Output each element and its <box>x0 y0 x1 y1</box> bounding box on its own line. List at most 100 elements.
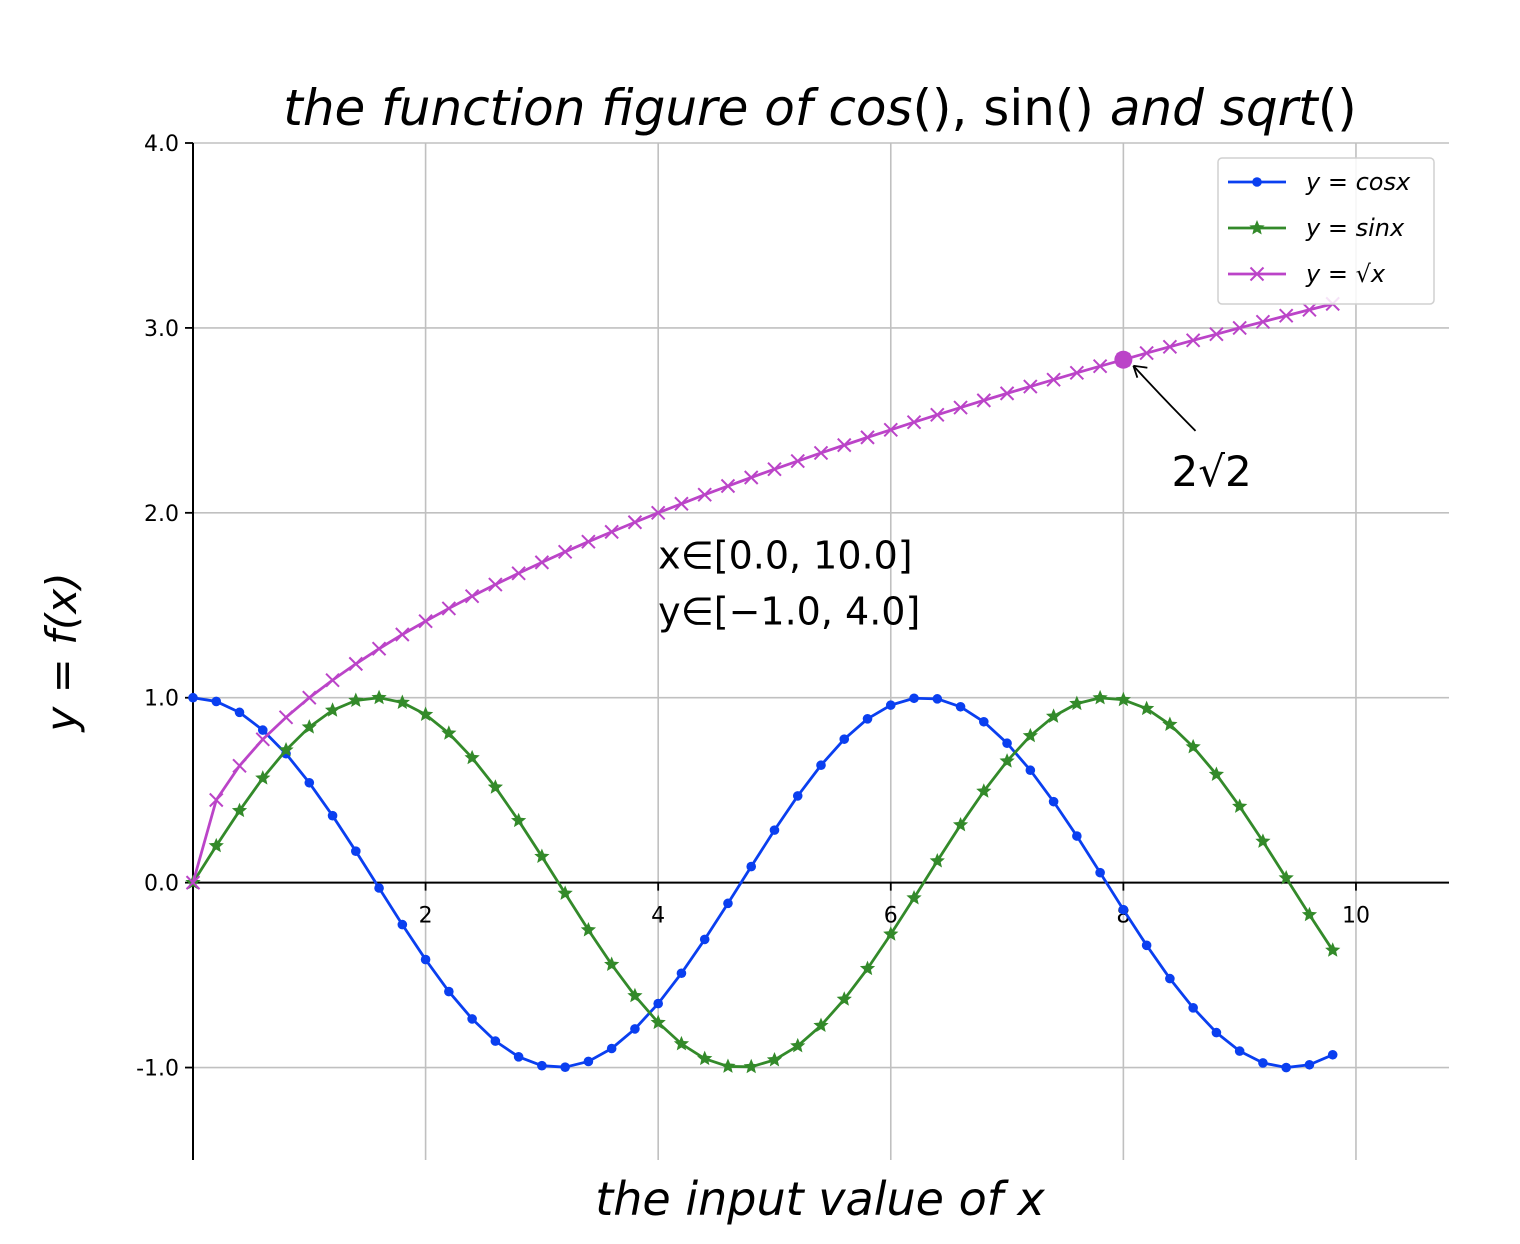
data-point <box>255 732 270 747</box>
data-point <box>1165 973 1175 984</box>
data-point <box>650 505 666 521</box>
annotation-range-line: y∈[−1.0, 4.0] <box>658 589 920 633</box>
data-point <box>979 716 989 727</box>
data-point <box>325 672 340 688</box>
data-point <box>1069 365 1085 381</box>
data-point <box>488 577 503 592</box>
data-point <box>490 1036 501 1046</box>
y-tick-label: -1.0 <box>136 1057 179 1082</box>
data-point <box>1072 831 1082 841</box>
y-tick-label: 0.0 <box>144 872 179 897</box>
legend-label: y = sinx <box>1305 214 1405 242</box>
data-point <box>999 386 1015 401</box>
data-point <box>790 1037 806 1053</box>
data-point <box>1002 738 1012 749</box>
data-point <box>1327 1049 1338 1060</box>
data-point <box>534 848 550 864</box>
data-point <box>1046 372 1061 387</box>
data-point <box>813 445 829 461</box>
data-point <box>1208 766 1225 781</box>
data-point <box>743 1058 759 1074</box>
y-tick-label: 2.0 <box>144 502 179 527</box>
data-point <box>188 692 198 703</box>
data-point <box>676 968 687 979</box>
data-point <box>1095 867 1105 878</box>
data-point <box>1185 333 1201 348</box>
data-point <box>351 846 361 857</box>
data-point <box>627 987 643 1003</box>
data-point <box>674 496 689 511</box>
data-point <box>231 802 248 818</box>
data-point <box>885 700 896 710</box>
data-point <box>836 991 852 1006</box>
data-point <box>1092 358 1108 374</box>
data-point <box>859 960 876 976</box>
data-point <box>511 812 527 828</box>
data-point <box>348 692 364 707</box>
series-line <box>192 696 1334 1069</box>
data-point <box>697 1050 713 1066</box>
data-point <box>1278 308 1294 323</box>
data-point <box>1211 1027 1222 1038</box>
data-point <box>929 853 945 868</box>
data-point <box>720 1058 736 1073</box>
data-point <box>839 734 850 744</box>
data-point <box>976 783 992 798</box>
legend-marker <box>1252 177 1262 187</box>
legend-box <box>1217 157 1435 305</box>
annotation-range-line: x∈[0.0, 10.0] <box>658 533 912 577</box>
data-point <box>394 694 410 710</box>
data-point <box>395 627 410 642</box>
data-point <box>580 921 597 937</box>
data-point <box>1301 906 1318 922</box>
data-point <box>790 453 805 469</box>
data-point <box>397 919 408 930</box>
data-point <box>604 956 620 972</box>
series-line <box>191 302 1334 884</box>
data-point <box>1139 345 1154 361</box>
data-point <box>952 816 969 832</box>
data-point <box>560 1062 570 1072</box>
data-point <box>1188 1003 1198 1013</box>
data-point <box>1185 738 1201 754</box>
data-point <box>441 725 457 740</box>
y-tick-label: 3.0 <box>144 317 179 342</box>
data-point <box>302 690 317 705</box>
x-tick-label: 2 <box>419 904 433 929</box>
data-point <box>1281 1062 1291 1073</box>
data-point <box>1304 1059 1315 1070</box>
data-point <box>211 696 222 707</box>
data-point <box>1092 689 1108 705</box>
data-point <box>257 725 268 735</box>
data-point <box>883 926 899 941</box>
annotation-label: 2√2 <box>1172 447 1252 496</box>
data-point <box>278 710 294 725</box>
data-point <box>955 701 966 712</box>
data-point <box>699 934 710 945</box>
y-tick-label: 4.0 <box>144 132 179 157</box>
data-point <box>537 1060 547 1071</box>
series-1 <box>185 689 1341 1074</box>
data-point <box>1325 942 1341 957</box>
data-point <box>557 544 573 560</box>
data-point <box>348 656 364 672</box>
legend-label: y = cosx <box>1305 168 1411 196</box>
data-point <box>232 758 247 773</box>
data-point <box>813 1017 829 1033</box>
data-point <box>930 407 945 423</box>
data-point <box>487 779 503 794</box>
data-point <box>1232 320 1247 336</box>
data-point <box>744 470 759 485</box>
y-axis-label: y = f(x) <box>37 572 86 733</box>
data-point <box>1302 302 1317 317</box>
data-point <box>1162 716 1178 732</box>
data-point <box>1255 833 1271 848</box>
data-point <box>816 760 826 771</box>
chart-title: the function figure of cos(), sin() and … <box>283 79 1357 137</box>
data-point <box>444 986 454 997</box>
data-point <box>1069 695 1085 711</box>
data-point <box>185 875 201 890</box>
data-point <box>604 524 619 540</box>
data-point <box>534 555 550 570</box>
